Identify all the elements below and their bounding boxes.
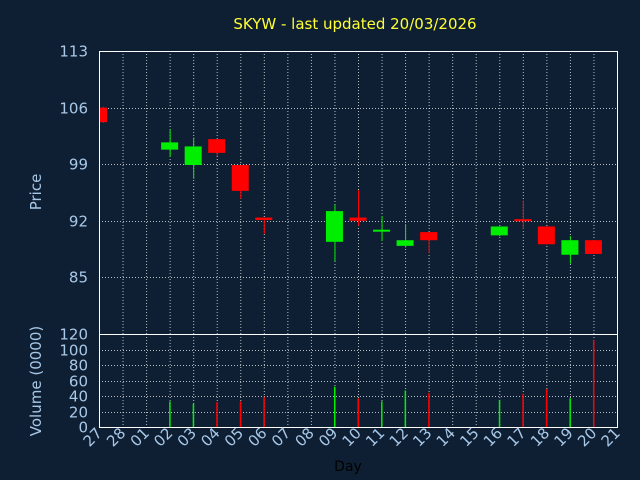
x-axis-label: Day [334, 459, 362, 475]
volume-bar-12 [404, 390, 407, 427]
volume-bar-18 [545, 389, 548, 427]
volume-bar-02 [169, 401, 171, 427]
volume-tick-label: 100 [59, 342, 88, 360]
x-tick-label: 06 [244, 424, 270, 450]
price-panel: 85 92 99 106 113 [59, 43, 618, 335]
volume-bar-11 [381, 401, 383, 427]
volume-tick-label: 120 [59, 326, 88, 344]
candle-body-10 [349, 217, 367, 221]
volume-bar-03 [192, 403, 195, 427]
x-tick-label: 12 [386, 424, 412, 450]
x-tick-label: 20 [574, 424, 600, 450]
x-tick-label: 14 [433, 424, 459, 450]
x-axis: 2728010203040506070809101112131415161718… [80, 424, 624, 450]
candle-body-19 [561, 240, 579, 255]
volume-tick-label: 60 [69, 373, 88, 391]
x-tick-label: 17 [503, 424, 529, 450]
candle-body-02 [161, 142, 179, 150]
chart-title: SKYW - last updated 20/03/2026 [233, 15, 476, 33]
candle-body-09 [325, 211, 343, 242]
x-tick-label: 03 [174, 424, 200, 450]
volume-bar-20 [592, 340, 595, 427]
x-tick-label: 07 [268, 424, 294, 450]
volume-bar-19 [569, 398, 571, 427]
price-tick-label: 85 [69, 269, 88, 287]
x-tick-label: 01 [127, 424, 153, 450]
candle-body-18 [537, 226, 555, 245]
x-tick-label: 16 [480, 424, 506, 450]
candle-body-06 [255, 217, 273, 220]
candle-body-12 [396, 240, 414, 246]
candle-body-17 [514, 219, 532, 222]
volume-bar-16 [498, 399, 501, 427]
x-tick-label: 02 [150, 424, 176, 450]
candle-body-16 [490, 226, 508, 236]
x-tick-label: 04 [197, 424, 223, 450]
x-tick-label: 18 [527, 424, 553, 450]
volume-bar-04 [216, 402, 218, 427]
candle-body-27 [99, 107, 107, 123]
volume-bar-10 [357, 398, 359, 427]
volume-tick-label: 0 [78, 419, 88, 437]
price-axis-label: Price [27, 174, 45, 211]
x-tick-label: 13 [409, 424, 435, 450]
x-tick-label: 10 [339, 424, 365, 450]
candle-body-04 [208, 139, 226, 153]
x-tick-label: 05 [221, 424, 247, 450]
volume-bar-13 [428, 392, 430, 427]
price-tick-label: 113 [59, 43, 88, 61]
price-tick-label: 106 [59, 100, 88, 118]
x-tick-label: 11 [362, 424, 388, 450]
price-tick-label: 92 [69, 213, 88, 231]
volume-bar-05 [239, 401, 242, 427]
volume-bar-09 [333, 386, 336, 427]
volume-frame [99, 334, 618, 428]
price-tick-label: 99 [69, 156, 88, 174]
x-tick-label: 08 [292, 424, 318, 450]
volume-tick-label: 80 [69, 357, 88, 375]
candle-body-11 [373, 229, 391, 232]
candle-body-20 [584, 240, 602, 254]
x-tick-label: 19 [551, 424, 577, 450]
x-tick-label: 28 [103, 424, 129, 450]
x-tick-label: 21 [598, 424, 624, 450]
volume-bar-17 [522, 393, 524, 427]
candle-body-05 [231, 165, 249, 191]
volume-bar-06 [263, 396, 265, 427]
volume-tick-label: 20 [69, 404, 88, 422]
x-tick-label: 09 [315, 424, 341, 450]
candle-body-03 [184, 146, 202, 166]
candle-body-13 [420, 232, 438, 241]
x-tick-label: 15 [456, 424, 482, 450]
volume-axis-label: Volume (0000) [27, 326, 45, 436]
volume-tick-label: 40 [69, 388, 88, 406]
